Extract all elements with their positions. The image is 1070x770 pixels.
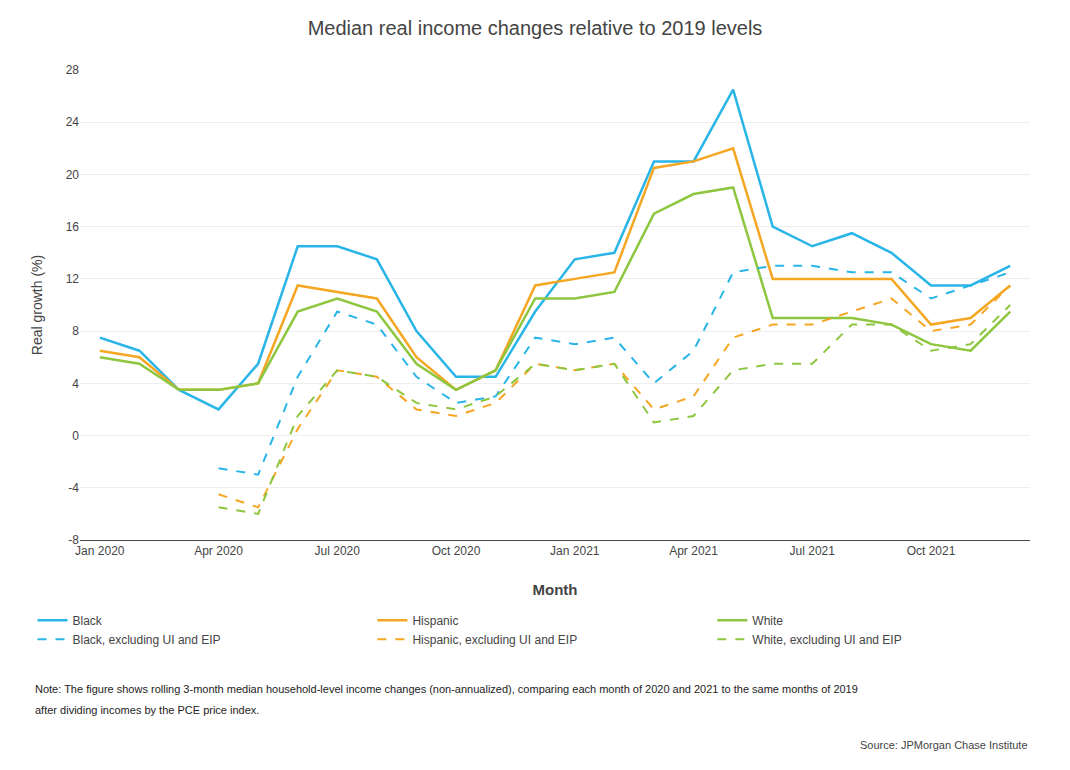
svg-text:24: 24 (66, 115, 80, 129)
svg-text:Hispanic, excluding UI and EIP: Hispanic, excluding UI and EIP (412, 633, 577, 647)
svg-text:12: 12 (66, 272, 80, 286)
svg-text:Apr 2020: Apr 2020 (194, 544, 243, 558)
svg-text:Month: Month (533, 581, 578, 598)
svg-text:20: 20 (66, 168, 80, 182)
svg-text:Note: The figure shows rolling: Note: The figure shows rolling 3-month m… (35, 683, 858, 695)
svg-text:16: 16 (66, 220, 80, 234)
svg-text:Median real income changes rel: Median real income changes relative to 2… (308, 17, 763, 39)
svg-text:after dividing incomes by the: after dividing incomes by the PCE price … (35, 704, 259, 716)
svg-text:Source: JPMorgan Chase Institu: Source: JPMorgan Chase Institute (860, 739, 1028, 751)
svg-text:Real growth (%): Real growth (%) (29, 255, 45, 355)
svg-text:Oct 2020: Oct 2020 (432, 544, 481, 558)
svg-text:28: 28 (66, 63, 80, 77)
svg-text:0: 0 (72, 429, 79, 443)
svg-text:White: White (752, 614, 783, 628)
svg-text:Jul 2021: Jul 2021 (790, 544, 836, 558)
svg-text:Jan 2020: Jan 2020 (75, 544, 125, 558)
svg-text:4: 4 (72, 377, 79, 391)
svg-text:Jul 2020: Jul 2020 (315, 544, 361, 558)
svg-text:Black: Black (73, 614, 103, 628)
svg-text:Black, excluding UI and EIP: Black, excluding UI and EIP (73, 633, 221, 647)
svg-text:Jan 2021: Jan 2021 (550, 544, 600, 558)
svg-text:Apr 2021: Apr 2021 (669, 544, 718, 558)
svg-text:-8: -8 (68, 533, 79, 547)
svg-text:White, excluding UI and EIP: White, excluding UI and EIP (752, 633, 901, 647)
svg-text:Oct 2021: Oct 2021 (907, 544, 956, 558)
svg-text:Hispanic: Hispanic (412, 614, 458, 628)
svg-text:8: 8 (72, 324, 79, 338)
svg-text:-4: -4 (68, 481, 79, 495)
